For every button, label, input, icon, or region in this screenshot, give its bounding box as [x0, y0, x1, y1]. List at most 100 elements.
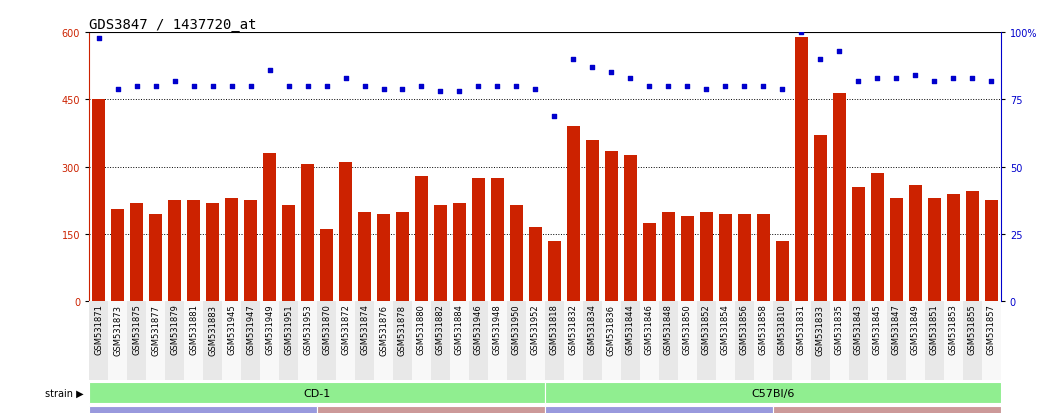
Bar: [659, 301, 678, 380]
Bar: [92, 100, 105, 301]
Point: [698, 86, 715, 93]
Point: [945, 75, 962, 82]
Point: [147, 83, 163, 90]
Bar: [624, 156, 637, 301]
Point: [603, 70, 619, 76]
Text: GSM531880: GSM531880: [417, 304, 425, 355]
Text: GSM531844: GSM531844: [626, 304, 635, 354]
Bar: [507, 301, 526, 380]
Point: [432, 89, 449, 95]
Point: [736, 83, 752, 90]
Text: GSM531851: GSM531851: [930, 304, 939, 354]
Bar: [453, 203, 466, 301]
Bar: [605, 152, 618, 301]
Point: [489, 83, 506, 90]
Text: GSM531852: GSM531852: [702, 304, 711, 354]
Bar: [661, 212, 675, 301]
Bar: [222, 301, 241, 380]
Bar: [146, 301, 166, 380]
Text: GSM531949: GSM531949: [265, 304, 274, 354]
Bar: [620, 301, 640, 380]
Bar: [716, 301, 735, 380]
Bar: [963, 301, 982, 380]
Bar: [184, 301, 203, 380]
Bar: [792, 301, 811, 380]
Bar: [241, 301, 260, 380]
Bar: [871, 174, 885, 301]
Bar: [357, 212, 371, 301]
Text: GSM531878: GSM531878: [398, 304, 407, 355]
Text: GSM531850: GSM531850: [683, 304, 692, 354]
Point: [204, 83, 221, 90]
Text: GSM531952: GSM531952: [531, 304, 540, 354]
Point: [869, 75, 886, 82]
Text: Male: Male: [646, 411, 672, 413]
Bar: [108, 301, 127, 380]
Bar: [813, 136, 827, 301]
Point: [888, 75, 904, 82]
Bar: [301, 165, 314, 301]
Point: [128, 83, 145, 90]
Bar: [545, 382, 1001, 403]
Point: [167, 78, 183, 85]
Text: GSM531849: GSM531849: [911, 304, 920, 354]
Text: GSM531832: GSM531832: [569, 304, 577, 355]
Point: [850, 78, 867, 85]
Point: [356, 83, 373, 90]
Bar: [772, 301, 792, 380]
Point: [755, 83, 771, 90]
Text: GSM531881: GSM531881: [189, 304, 198, 355]
Point: [299, 83, 315, 90]
Bar: [564, 301, 583, 380]
Bar: [982, 301, 1001, 380]
Bar: [89, 301, 108, 380]
Bar: [205, 203, 219, 301]
Text: GSM531945: GSM531945: [227, 304, 236, 354]
Point: [375, 86, 392, 93]
Point: [679, 83, 696, 90]
Bar: [735, 301, 754, 380]
Bar: [450, 301, 470, 380]
Point: [774, 86, 791, 93]
Bar: [526, 301, 545, 380]
Text: CD-1: CD-1: [303, 387, 331, 398]
Text: GSM531831: GSM531831: [796, 304, 806, 355]
Point: [926, 78, 943, 85]
Bar: [187, 201, 200, 301]
Text: GSM531834: GSM531834: [588, 304, 597, 355]
Point: [565, 57, 582, 63]
Bar: [852, 188, 865, 301]
Bar: [509, 205, 523, 301]
Text: GSM531882: GSM531882: [436, 304, 445, 355]
Bar: [545, 406, 772, 413]
Text: GSM531843: GSM531843: [854, 304, 863, 355]
Text: GSM531948: GSM531948: [493, 304, 502, 354]
Bar: [567, 127, 581, 301]
Text: GSM531879: GSM531879: [170, 304, 179, 355]
Text: GSM531810: GSM531810: [778, 304, 787, 354]
Bar: [168, 201, 181, 301]
Text: GSM531950: GSM531950: [512, 304, 521, 354]
Bar: [415, 176, 429, 301]
Text: Female: Female: [867, 411, 908, 413]
Text: GSM531874: GSM531874: [361, 304, 369, 355]
Bar: [355, 301, 374, 380]
Bar: [909, 185, 922, 301]
Bar: [586, 140, 599, 301]
Bar: [412, 301, 431, 380]
Text: GSM531876: GSM531876: [379, 304, 388, 355]
Bar: [640, 301, 659, 380]
Point: [413, 83, 430, 90]
Point: [337, 75, 354, 82]
Bar: [905, 301, 924, 380]
Text: GSM531947: GSM531947: [246, 304, 255, 354]
Bar: [583, 301, 602, 380]
Bar: [298, 301, 316, 380]
Bar: [944, 301, 963, 380]
Bar: [225, 199, 238, 301]
Text: GSM531833: GSM531833: [816, 304, 825, 355]
Text: GSM531858: GSM531858: [759, 304, 768, 355]
Text: C57Bl/6: C57Bl/6: [751, 387, 794, 398]
Bar: [336, 301, 355, 380]
Point: [280, 83, 297, 90]
